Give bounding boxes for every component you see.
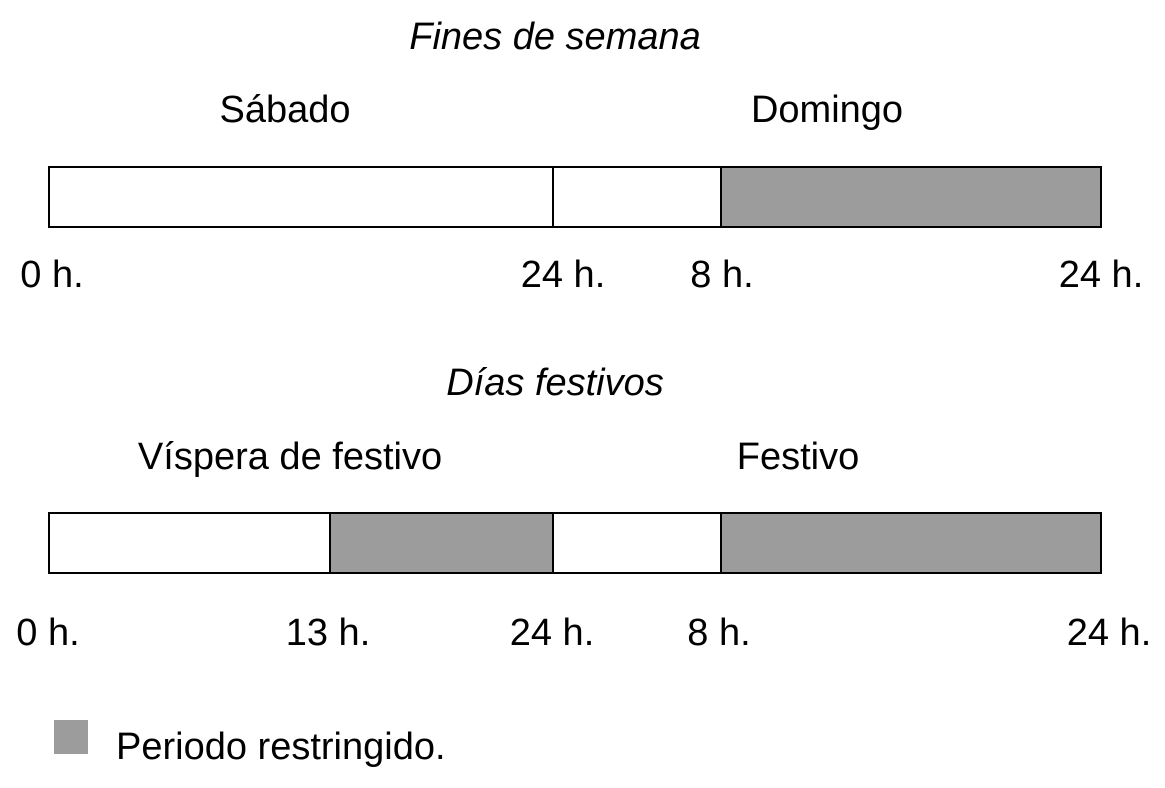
legend: Periodo restringido.	[54, 720, 446, 766]
weekend-saturday-free-segment	[50, 168, 552, 226]
weekend-sunday-restricted-segment	[720, 168, 1100, 226]
holidays-day1-label: Víspera de festivo	[137, 436, 443, 478]
holidays-section-title: Días festivos	[446, 362, 664, 404]
holidays-tick-label: 24 h.	[509, 612, 595, 654]
weekend-sunday-free-segment	[552, 168, 720, 226]
weekend-section-title: Fines de semana	[409, 16, 701, 58]
holidays-eve-free-segment	[50, 514, 329, 572]
weekend-day1-label: Sábado	[219, 89, 351, 131]
weekend-day2-label: Domingo	[750, 89, 904, 131]
holidays-eve-restricted-segment	[329, 514, 552, 572]
holidays-timeline-bar	[48, 512, 1102, 574]
weekend-tick-label: 0 h.	[20, 254, 84, 296]
weekend-tick-label: 24 h.	[1058, 254, 1144, 296]
weekend-timeline-bar	[48, 166, 1102, 228]
holidays-tick-label: 13 h.	[285, 612, 371, 654]
weekend-tick-label: 8 h.	[690, 254, 754, 296]
holidays-holiday-free-segment	[552, 514, 720, 572]
legend-swatch	[54, 720, 88, 754]
legend-label: Periodo restringido.	[116, 726, 446, 768]
holidays-tick-label: 8 h.	[687, 612, 751, 654]
holidays-tick-label: 24 h.	[1066, 612, 1152, 654]
holidays-day2-label: Festivo	[736, 436, 860, 478]
weekend-tick-label: 24 h.	[520, 254, 606, 296]
holidays-tick-label: 0 h.	[16, 612, 80, 654]
holidays-holiday-restricted-segment	[720, 514, 1100, 572]
